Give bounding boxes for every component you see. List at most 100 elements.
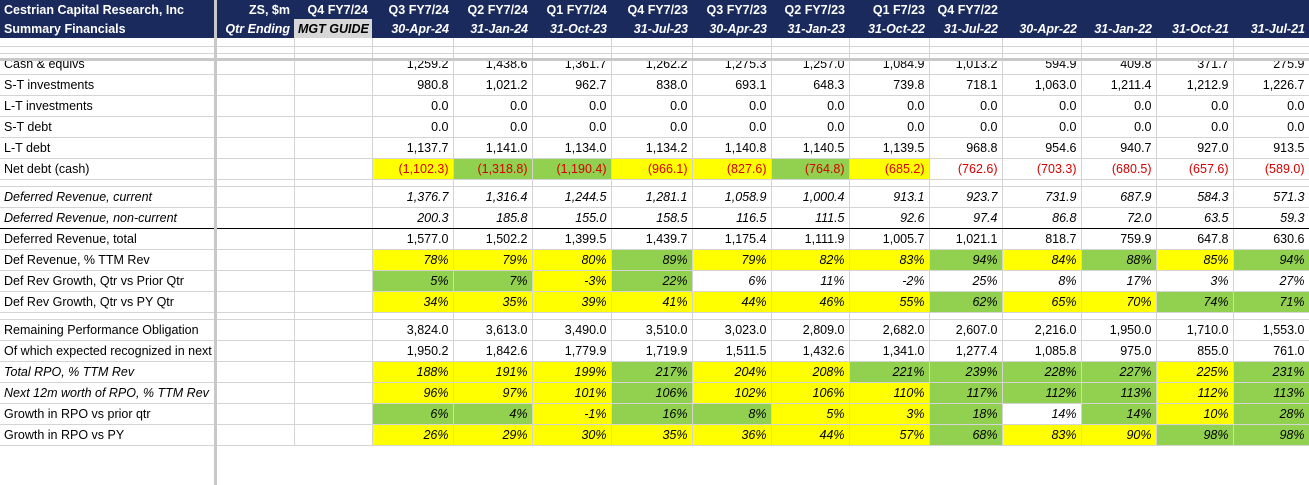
value-cell[interactable]: 86.8 [1002, 207, 1082, 229]
value-cell[interactable]: 41% [611, 291, 693, 313]
empty-cell[interactable] [929, 179, 1003, 187]
value-cell[interactable]: 0.0 [771, 116, 850, 138]
value-cell[interactable]: (966.1) [611, 158, 693, 180]
value-cell[interactable]: 648.3 [771, 74, 850, 96]
empty-cell[interactable] [1081, 38, 1157, 47]
row-label[interactable]: L-T investments [0, 95, 215, 117]
value-cell[interactable]: 227% [1081, 361, 1157, 383]
value-cell[interactable]: 1,137.7 [372, 137, 454, 159]
empty-cell[interactable] [1233, 312, 1309, 320]
guide-cell[interactable] [294, 270, 373, 292]
value-cell[interactable]: 731.9 [1002, 186, 1082, 208]
empty-cell[interactable] [771, 179, 850, 187]
value-cell[interactable]: (680.5) [1081, 158, 1157, 180]
period-header[interactable]: Q1 FY7/24 [532, 0, 611, 19]
value-cell[interactable]: -3% [532, 270, 612, 292]
value-cell[interactable]: 62% [929, 291, 1003, 313]
value-cell[interactable]: 2,216.0 [1002, 319, 1082, 341]
empty-cell[interactable] [372, 38, 454, 47]
value-cell[interactable]: 98% [1233, 424, 1309, 446]
value-cell[interactable]: 30% [532, 424, 612, 446]
value-cell[interactable]: 1,021.1 [929, 228, 1003, 250]
date-header[interactable]: 31-Oct-23 [532, 19, 611, 38]
value-cell[interactable]: -2% [849, 270, 930, 292]
empty-cell[interactable] [532, 312, 612, 320]
empty-cell[interactable] [0, 38, 215, 47]
value-cell[interactable]: (1,102.3) [372, 158, 454, 180]
value-cell[interactable]: 1,432.6 [771, 340, 850, 362]
value-cell[interactable]: 0.0 [453, 116, 533, 138]
value-cell[interactable]: 231% [1233, 361, 1309, 383]
empty-cell[interactable] [692, 46, 772, 54]
date-header[interactable]: 30-Apr-22 [1002, 19, 1081, 38]
empty-cell[interactable] [372, 312, 454, 320]
value-cell[interactable]: 275.9 [1233, 53, 1309, 75]
value-cell[interactable]: 102% [692, 382, 772, 404]
value-cell[interactable]: 940.7 [1081, 137, 1157, 159]
empty-cell[interactable] [294, 179, 373, 187]
value-cell[interactable]: 11% [771, 270, 850, 292]
date-header[interactable]: 31-Jan-23 [771, 19, 849, 38]
empty-cell[interactable] [611, 46, 693, 54]
value-cell[interactable]: 200.3 [372, 207, 454, 229]
value-cell[interactable]: 0.0 [1156, 95, 1234, 117]
value-cell[interactable]: 1,511.5 [692, 340, 772, 362]
value-cell[interactable]: 1,021.2 [453, 74, 533, 96]
value-cell[interactable]: 79% [453, 249, 533, 271]
empty-cell[interactable] [214, 38, 295, 47]
value-cell[interactable]: 106% [771, 382, 850, 404]
empty-cell[interactable] [1233, 38, 1309, 47]
guide-cell[interactable] [294, 249, 373, 271]
value-cell[interactable]: 68% [929, 424, 1003, 446]
row-label[interactable]: S-T investments [0, 74, 215, 96]
row-label[interactable]: L-T debt [0, 137, 215, 159]
value-cell[interactable]: 980.8 [372, 74, 454, 96]
value-cell[interactable]: 158.5 [611, 207, 693, 229]
date-header[interactable]: 31-Jul-21 [1233, 19, 1309, 38]
value-cell[interactable]: 1,244.5 [532, 186, 612, 208]
mgt-guide-label[interactable]: MGT GUIDE [294, 19, 372, 38]
value-cell[interactable]: 204% [692, 361, 772, 383]
value-cell[interactable]: 1,779.9 [532, 340, 612, 362]
value-cell[interactable]: 94% [1233, 249, 1309, 271]
row-label[interactable]: Deferred Revenue, current [0, 186, 215, 208]
value-cell[interactable]: 3,613.0 [453, 319, 533, 341]
value-cell[interactable]: -1% [532, 403, 612, 425]
empty-cell[interactable] [849, 46, 930, 54]
period-header[interactable]: Q4 FY7/23 [611, 0, 692, 19]
date-header[interactable]: 30-Apr-24 [372, 19, 453, 38]
row-label[interactable]: Remaining Performance Obligation [0, 319, 215, 341]
row-label[interactable]: Growth in RPO vs prior qtr [0, 403, 215, 425]
value-cell[interactable]: 1,502.2 [453, 228, 533, 250]
guide-cell[interactable] [294, 424, 373, 446]
value-cell[interactable]: 0.0 [692, 116, 772, 138]
value-cell[interactable]: 954.6 [1002, 137, 1082, 159]
value-cell[interactable]: 818.7 [1002, 228, 1082, 250]
value-cell[interactable]: 79% [692, 249, 772, 271]
value-cell[interactable]: 35% [453, 291, 533, 313]
value-cell[interactable]: 2,682.0 [849, 319, 930, 341]
value-cell[interactable]: (1,318.8) [453, 158, 533, 180]
value-cell[interactable]: 228% [1002, 361, 1082, 383]
value-cell[interactable]: 199% [532, 361, 612, 383]
value-cell[interactable]: 0.0 [929, 95, 1003, 117]
empty-cell[interactable] [1002, 46, 1082, 54]
empty-cell[interactable] [1156, 312, 1234, 320]
value-cell[interactable]: 185.8 [453, 207, 533, 229]
value-cell[interactable]: 36% [692, 424, 772, 446]
value-cell[interactable]: 98% [1156, 424, 1234, 446]
date-header[interactable]: 31-Oct-21 [1156, 19, 1233, 38]
value-cell[interactable]: 0.0 [611, 95, 693, 117]
value-cell[interactable]: 6% [692, 270, 772, 292]
empty-cell[interactable] [929, 38, 1003, 47]
value-cell[interactable]: 1,439.7 [611, 228, 693, 250]
value-cell[interactable]: 10% [1156, 403, 1234, 425]
value-cell[interactable]: 1,316.4 [453, 186, 533, 208]
value-cell[interactable]: 25% [929, 270, 1003, 292]
value-cell[interactable]: 1,438.6 [453, 53, 533, 75]
value-cell[interactable]: 1,013.2 [929, 53, 1003, 75]
value-cell[interactable]: 59.3 [1233, 207, 1309, 229]
value-cell[interactable]: 1,719.9 [611, 340, 693, 362]
value-cell[interactable]: 46% [771, 291, 850, 313]
value-cell[interactable]: 82% [771, 249, 850, 271]
